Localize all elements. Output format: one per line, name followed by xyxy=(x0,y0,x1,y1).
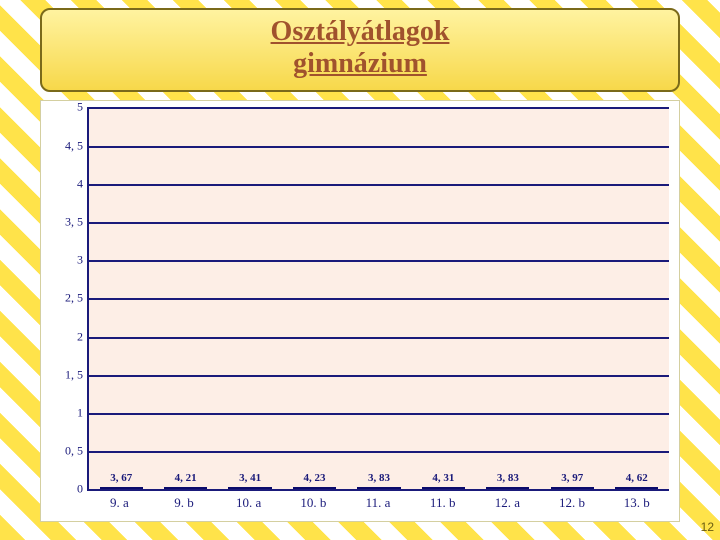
bar: 4, 62 xyxy=(615,487,658,489)
page-number: 12 xyxy=(701,520,714,534)
y-tick-label: 2 xyxy=(77,329,83,344)
bar: 3, 67 xyxy=(100,487,143,489)
y-tick-label: 4 xyxy=(77,176,83,191)
bar: 3, 41 xyxy=(228,487,271,489)
x-tick-label: 9. a xyxy=(87,495,152,517)
bar-slot: 4, 21 xyxy=(153,487,217,489)
gridline xyxy=(89,107,669,109)
x-tick-label: 9. b xyxy=(152,495,217,517)
bar-chart: 3, 67 4, 21 3, 41 4, 23 3, 83 4, 31 3, 83 3, 97… xyxy=(40,100,680,522)
bar-slot: 3, 97 xyxy=(540,487,604,489)
y-tick-label: 0, 5 xyxy=(65,444,83,459)
bar-slot: 4, 23 xyxy=(282,487,346,489)
x-tick-label: 11. a xyxy=(346,495,411,517)
y-tick-label: 2, 5 xyxy=(65,291,83,306)
x-tick-label: 11. b xyxy=(410,495,475,517)
slide: Osztályátlagok gimnázium 3, 67 4, 21 3, 41… xyxy=(0,0,720,540)
y-tick-label: 1 xyxy=(77,405,83,420)
gridline xyxy=(89,146,669,148)
bar-slot: 3, 41 xyxy=(218,487,282,489)
x-tick-label: 12. a xyxy=(475,495,540,517)
bar: 3, 97 xyxy=(551,487,594,489)
y-tick-label: 3, 5 xyxy=(65,214,83,229)
x-tick-label: 10. b xyxy=(281,495,346,517)
gridline xyxy=(89,413,669,415)
bar: 3, 83 xyxy=(357,487,400,489)
bar-value-label: 3, 97 xyxy=(558,472,586,484)
y-tick-label: 5 xyxy=(77,100,83,115)
bar-slot: 3, 83 xyxy=(347,487,411,489)
bar-value-label: 3, 83 xyxy=(365,472,393,484)
x-axis-labels: 9. a9. b10. a10. b11. a11. b12. a12. b13… xyxy=(87,495,669,517)
gridline xyxy=(89,184,669,186)
title-box: Osztályátlagok gimnázium xyxy=(40,8,680,92)
bar: 4, 21 xyxy=(164,487,207,489)
x-tick-label: 10. a xyxy=(216,495,281,517)
bar-slot: 4, 62 xyxy=(605,487,669,489)
gridline xyxy=(89,222,669,224)
bar-value-label: 4, 62 xyxy=(623,472,651,484)
bar-slot: 3, 83 xyxy=(476,487,540,489)
title-line-2: gimnázium xyxy=(42,48,678,80)
bar-slot: 4, 31 xyxy=(411,487,475,489)
bar-value-label: 4, 21 xyxy=(172,472,200,484)
gridline xyxy=(89,260,669,262)
slide-content: Osztályátlagok gimnázium 3, 67 4, 21 3, 41… xyxy=(40,8,680,532)
y-tick-label: 1, 5 xyxy=(65,367,83,382)
x-tick-label: 13. b xyxy=(604,495,669,517)
gridline xyxy=(89,451,669,453)
gridline xyxy=(89,337,669,339)
bar-slot: 3, 67 xyxy=(89,487,153,489)
bar-value-label: 4, 31 xyxy=(429,472,457,484)
bar: 4, 31 xyxy=(422,487,465,489)
bar-value-label: 3, 67 xyxy=(107,472,135,484)
bar-value-label: 3, 83 xyxy=(494,472,522,484)
gridline xyxy=(89,375,669,377)
title-line-1: Osztályátlagok xyxy=(42,16,678,48)
x-tick-label: 12. b xyxy=(540,495,605,517)
y-tick-label: 3 xyxy=(77,253,83,268)
bar: 4, 23 xyxy=(293,487,336,489)
plot-area: 3, 67 4, 21 3, 41 4, 23 3, 83 4, 31 3, 83 3, 97… xyxy=(87,107,669,491)
bar: 3, 83 xyxy=(486,487,529,489)
y-tick-label: 0 xyxy=(77,482,83,497)
bar-value-label: 3, 41 xyxy=(236,472,264,484)
y-tick-label: 4, 5 xyxy=(65,138,83,153)
gridline xyxy=(89,298,669,300)
bar-value-label: 4, 23 xyxy=(301,472,329,484)
